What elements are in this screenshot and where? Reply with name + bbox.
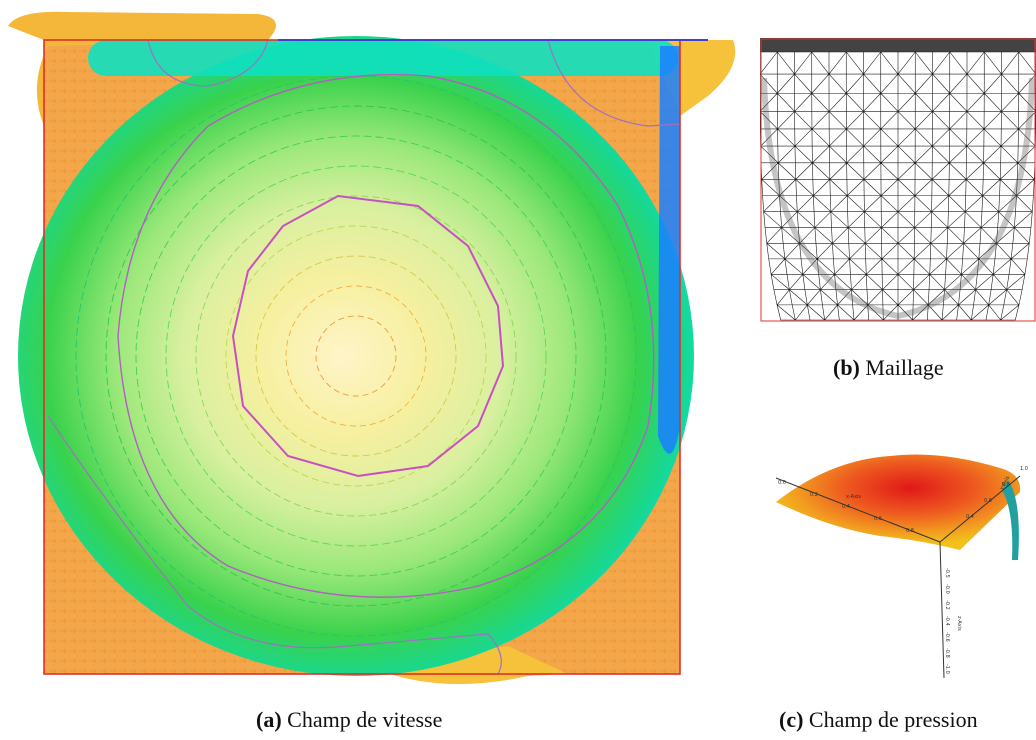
pressure-drop <box>1002 480 1019 560</box>
arrow-ring-6 <box>165 165 547 547</box>
caption-a-label: (a) <box>256 707 282 732</box>
mesh-frame <box>760 38 1036 322</box>
lid-layer <box>88 40 678 76</box>
caption-c-label: (c) <box>779 707 804 732</box>
y-tick-label: 0.6 <box>984 498 992 504</box>
z-tick-label: -0.2 <box>944 600 950 610</box>
arrow-ring-4 <box>225 225 487 487</box>
arrow-ring-7 <box>135 135 577 577</box>
x-axis-label: x-Axis <box>846 494 861 500</box>
z-tick-label: -0.4 <box>944 616 950 626</box>
y-tick-label: 0.8 <box>1002 482 1010 488</box>
pressure-contour-inner <box>231 194 505 478</box>
corner-contour-bl <box>47 415 502 675</box>
pressure-svg: 0.0 0.2 0.4 0.6 0.8 x-Axis -0.5 -0.0 -0.2 -0.4 -0.… <box>775 454 1028 679</box>
arrow-ring-5 <box>195 195 517 517</box>
wall-jet <box>658 46 680 454</box>
mesh-refinement-band <box>761 77 1035 320</box>
arrow-ring-3 <box>255 255 457 457</box>
arrow-ring-9 <box>75 75 637 637</box>
velocity-arrows <box>75 75 637 637</box>
caption-b-title: Maillage <box>865 355 944 380</box>
y-tick-label: 1.0 <box>1020 466 1028 472</box>
corner-contour-tl <box>147 39 269 87</box>
z-tick-label: -1.0 <box>944 664 950 674</box>
pressure-contour-outer <box>117 73 655 598</box>
mesh-plot <box>759 38 1036 322</box>
vortex-core <box>18 36 694 676</box>
y-axis-line <box>939 475 1021 543</box>
x-tick-label: 0.8 <box>906 528 914 534</box>
z-axis-line <box>939 541 945 679</box>
z-tick-label: -0.5 <box>944 568 950 578</box>
caption-b: (b) Maillage <box>833 355 944 381</box>
y-tick-label: 0.4 <box>966 514 974 520</box>
corner-contour-tr <box>547 39 681 127</box>
mesh-elements <box>759 51 1036 321</box>
z-tick-label: -0.8 <box>944 648 950 658</box>
caption-a: (a) Champ de vitesse <box>256 707 442 733</box>
x-tick-label: 0.2 <box>810 492 818 498</box>
velocity-field-plot <box>8 6 748 696</box>
mesh-lines <box>759 51 1036 321</box>
caption-b-label: (b) <box>833 355 860 380</box>
x-tick-label: 0.0 <box>778 480 786 486</box>
arrow-ring-1 <box>315 315 397 397</box>
mesh-svg <box>759 38 1036 322</box>
mesh-top-dense <box>760 38 1036 52</box>
x-axis-line <box>775 477 941 543</box>
x-tick-label: 0.6 <box>874 516 882 522</box>
velocity-field-svg <box>8 11 736 684</box>
x-tick-label: 0.4 <box>842 504 850 510</box>
caption-c-title: Champ de pression <box>808 707 978 732</box>
caption-a-title: Champ de vitesse <box>287 707 443 732</box>
arrow-ring-2 <box>285 285 427 427</box>
z-tick-label: -0.0 <box>944 584 950 594</box>
arrow-ring-8 <box>105 105 607 607</box>
caption-c: (c) Champ de pression <box>779 707 978 733</box>
pressure-surface-plot: 0.0 0.2 0.4 0.6 0.8 x-Axis -0.5 -0.0 -0.2 -0.4 -0.… <box>770 440 1036 680</box>
z-tick-label: -0.6 <box>944 632 950 642</box>
z-axis-label: z-Axis <box>956 616 962 631</box>
